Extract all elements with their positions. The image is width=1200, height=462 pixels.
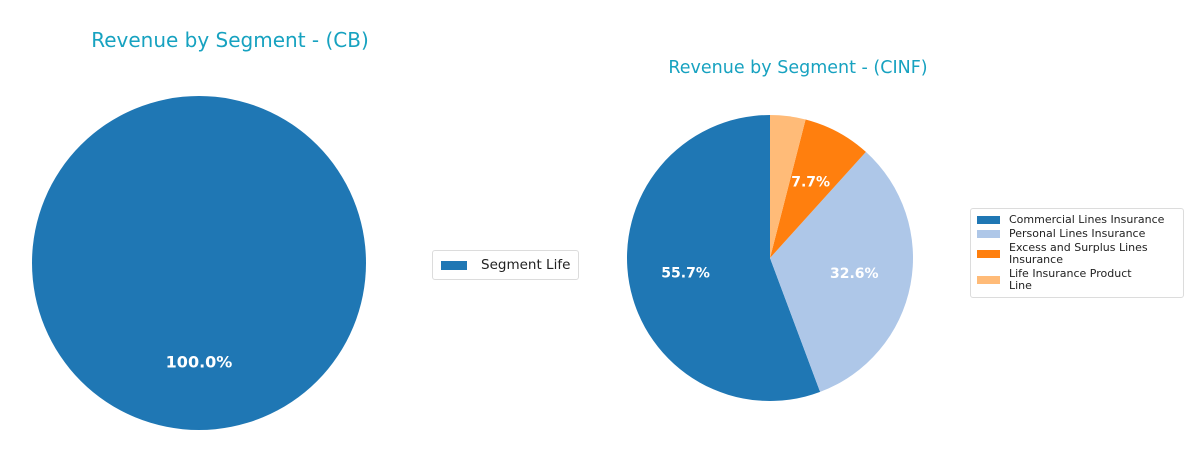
legend-item: Personal Lines Insurance bbox=[977, 228, 1177, 240]
pie-slice bbox=[770, 115, 806, 258]
legend-label: Segment Life bbox=[481, 257, 571, 273]
legend-cb: Segment Life bbox=[432, 250, 580, 280]
legend-swatch bbox=[977, 230, 1000, 238]
slice-percent-label: 32.6% bbox=[830, 266, 879, 282]
slice-percent-label: 7.7% bbox=[791, 174, 830, 190]
pie-chart-cb: 100.0% bbox=[32, 96, 366, 430]
legend-item: Life Insurance Product Line bbox=[977, 268, 1177, 292]
pie-slice bbox=[626, 115, 821, 401]
legend-label: Personal Lines Insurance bbox=[1009, 227, 1146, 240]
slice-percent-label: 100.0% bbox=[166, 353, 233, 372]
chart-title-cb: Revenue by Segment - (CB) bbox=[91, 28, 369, 52]
legend-swatch bbox=[977, 216, 1000, 224]
legend-label: Excess and Surplus Lines Insurance bbox=[1009, 241, 1148, 266]
legend-item: Segment Life bbox=[441, 257, 570, 273]
chart-title-cinf: Revenue by Segment - (CINF) bbox=[668, 58, 928, 78]
pie-slice bbox=[770, 119, 866, 258]
legend-label: Life Insurance Product Line bbox=[1009, 267, 1132, 292]
legend-item: Commercial Lines Insurance bbox=[977, 214, 1177, 226]
slice-percent-label: 55.7% bbox=[661, 265, 710, 281]
pie-chart-cinf: 55.7% 32.6% 7.7% bbox=[626, 115, 913, 401]
legend-item: Excess and Surplus Lines Insurance bbox=[977, 242, 1177, 266]
legend-cinf: Commercial Lines Insurance Personal Line… bbox=[970, 208, 1184, 298]
pie-slice bbox=[32, 96, 366, 430]
legend-swatch bbox=[441, 260, 467, 270]
legend-swatch bbox=[977, 276, 1000, 284]
legend-label: Commercial Lines Insurance bbox=[1009, 213, 1165, 226]
pie-slice bbox=[770, 151, 913, 392]
legend-swatch bbox=[977, 250, 1000, 258]
